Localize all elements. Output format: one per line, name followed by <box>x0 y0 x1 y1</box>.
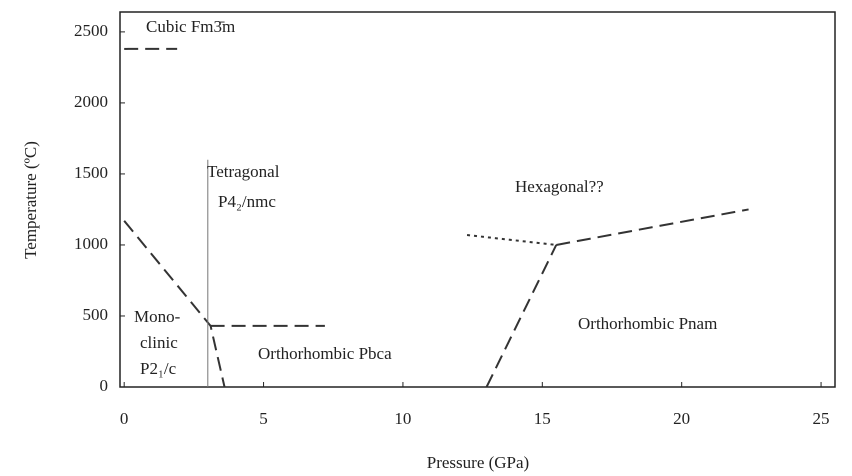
y-tick-label: 500 <box>83 305 109 324</box>
phase-boundary <box>485 244 558 388</box>
x-tick-label: 5 <box>259 409 268 428</box>
x-tick-label: 0 <box>120 409 129 428</box>
x-tick-label: 25 <box>813 409 830 428</box>
y-tick-label: 2500 <box>74 21 108 40</box>
phase-label: Tetragonal <box>207 162 280 181</box>
phase-label: P4₂/nmc <box>218 192 276 211</box>
phase-boundary <box>556 208 749 246</box>
y-axis-title: Temperature (ºC) <box>21 141 40 259</box>
y-tick-label: 1500 <box>74 163 108 182</box>
plot-frame <box>119 11 836 388</box>
x-tick-label: 20 <box>673 409 690 428</box>
phase-label: Cubic Fm3̄m <box>146 17 235 36</box>
phase-label: Mono- <box>134 307 181 326</box>
y-tick-label: 2000 <box>74 92 108 111</box>
phase-label: clinic <box>140 333 178 352</box>
x-axis-title: Pressure (GPa) <box>427 453 529 472</box>
phase-label: Orthorhombic Pnam <box>578 314 717 333</box>
y-tick-label: 0 <box>100 376 109 395</box>
x-tick-label: 15 <box>534 409 551 428</box>
phase-label: Orthorhombic Pbca <box>258 344 392 363</box>
phase-boundary <box>466 234 557 246</box>
phase-label: Hexagonal?? <box>515 177 604 196</box>
y-tick-label: 1000 <box>74 234 108 253</box>
x-tick-label: 10 <box>394 409 411 428</box>
phase-label: P2₁/c <box>140 359 177 378</box>
